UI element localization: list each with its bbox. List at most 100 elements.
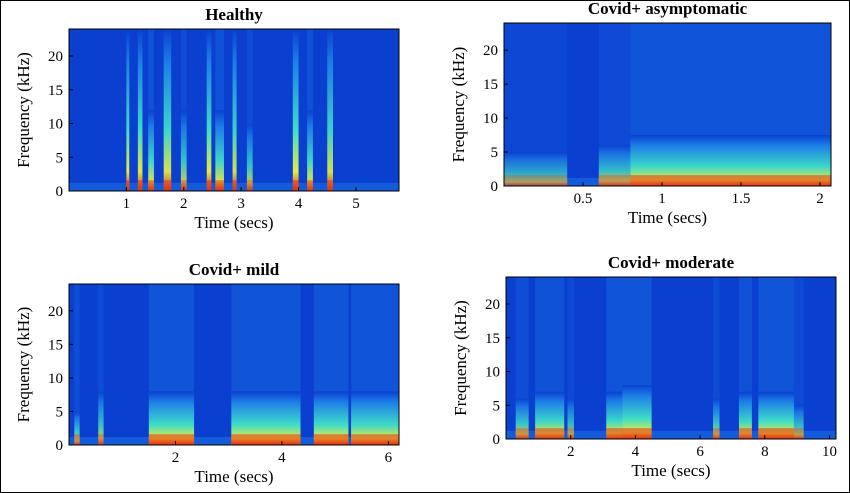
energy-band <box>232 29 237 191</box>
energy-body <box>606 391 623 439</box>
peak-core <box>74 434 80 445</box>
energy-body <box>598 145 631 186</box>
energy-body <box>713 398 720 439</box>
energy-band <box>98 284 104 445</box>
y-tick-label: 20 <box>48 49 63 65</box>
axes-frame <box>68 283 400 446</box>
peak-core <box>606 428 623 439</box>
energy-band <box>758 277 794 439</box>
x-tick-label: 8 <box>761 444 769 460</box>
broadband-streak <box>98 284 104 445</box>
energy-band <box>246 29 253 191</box>
peak-core <box>713 428 720 439</box>
energy-band <box>126 29 130 191</box>
y-tick-label: 10 <box>48 371 63 387</box>
energy-body <box>232 29 237 191</box>
peak-core <box>504 175 568 186</box>
energy-body <box>738 391 752 439</box>
energy-band <box>148 284 195 445</box>
energy-band <box>327 29 333 191</box>
peak-core <box>535 428 565 439</box>
spectrogram-panel-4: 2 4 6 8 10 0 5 10 15 20 Covid+ moderate Time (secs)… <box>451 253 837 480</box>
x-tick-label: 2 <box>567 444 575 460</box>
x-axis-label: Time (secs) <box>628 208 707 227</box>
chart-title: Covid+ moderate <box>608 253 735 272</box>
broadband-streak <box>74 284 80 445</box>
energy-body <box>307 110 313 191</box>
y-tick-label: 20 <box>485 297 500 313</box>
peak-core <box>148 180 154 191</box>
energy-body <box>137 29 143 191</box>
x-tick-label: 6 <box>696 444 704 460</box>
x-axis-label: Time (secs) <box>631 461 710 480</box>
energy-body <box>148 110 154 191</box>
chart-title: Covid+ asymptomatic <box>588 1 748 18</box>
broadband-streak <box>246 29 253 191</box>
energy-band <box>313 284 349 445</box>
y-axis-label: Frequency (kHz) <box>449 47 468 163</box>
energy-body <box>215 110 224 191</box>
peak-core <box>180 180 187 191</box>
energy-band <box>535 277 565 439</box>
x-tick-label: 10 <box>822 444 837 460</box>
energy-body <box>793 405 804 439</box>
x-tick-label: 6 <box>385 450 393 466</box>
energy-band <box>515 277 529 439</box>
y-tick-label: 0 <box>56 438 64 454</box>
energy-body <box>515 398 529 439</box>
peak-core <box>148 434 195 445</box>
chart-title: Healthy <box>205 5 263 24</box>
energy-band <box>231 284 301 445</box>
peak-core <box>163 180 172 191</box>
peak-core <box>206 180 212 191</box>
broadband-streak <box>793 277 804 439</box>
energy-band <box>504 23 568 186</box>
y-tick-label: 10 <box>483 111 498 127</box>
x-axis-label: Time (secs) <box>194 213 273 232</box>
energy-band <box>215 29 224 191</box>
y-tick-label: 5 <box>491 145 499 161</box>
energy-band <box>630 23 831 186</box>
energy-band <box>292 29 299 191</box>
peak-core <box>630 175 831 186</box>
energy-band <box>598 23 631 186</box>
peak-core <box>307 180 313 191</box>
energy-band <box>606 277 623 439</box>
axes-frame <box>68 28 400 192</box>
energy-body <box>98 391 104 445</box>
peak-core <box>758 428 794 439</box>
peak-core <box>793 428 804 439</box>
energy-band <box>738 277 752 439</box>
chart-title: Covid+ mild <box>189 260 280 279</box>
x-tick-label: 1 <box>658 191 666 207</box>
y-tick-label: 15 <box>48 337 63 353</box>
axes-frame <box>503 22 832 187</box>
broadband-streak <box>567 277 574 439</box>
y-tick-label: 0 <box>493 432 501 448</box>
x-tick-label: 2 <box>180 196 188 212</box>
x-tick-label: 1 <box>123 196 131 212</box>
plot-area <box>504 23 831 186</box>
peak-core <box>98 434 104 445</box>
energy-body <box>206 29 212 191</box>
peak-core <box>137 180 143 191</box>
energy-body <box>126 29 130 191</box>
peak-core <box>126 180 130 191</box>
x-tick-label: 5 <box>352 196 360 212</box>
y-tick-label: 5 <box>56 150 64 166</box>
x-tick-label: 0.5 <box>574 191 593 207</box>
y-tick-label: 0 <box>491 179 499 195</box>
y-tick-label: 10 <box>485 365 500 381</box>
energy-band <box>793 277 804 439</box>
peak-core <box>738 428 752 439</box>
peak-core <box>232 180 237 191</box>
y-tick-label: 10 <box>48 117 63 133</box>
y-axis-label: Frequency (kHz) <box>451 300 470 416</box>
energy-band <box>74 284 80 445</box>
y-tick-label: 15 <box>48 83 63 99</box>
y-tick-label: 15 <box>485 331 500 347</box>
energy-band <box>307 29 313 191</box>
